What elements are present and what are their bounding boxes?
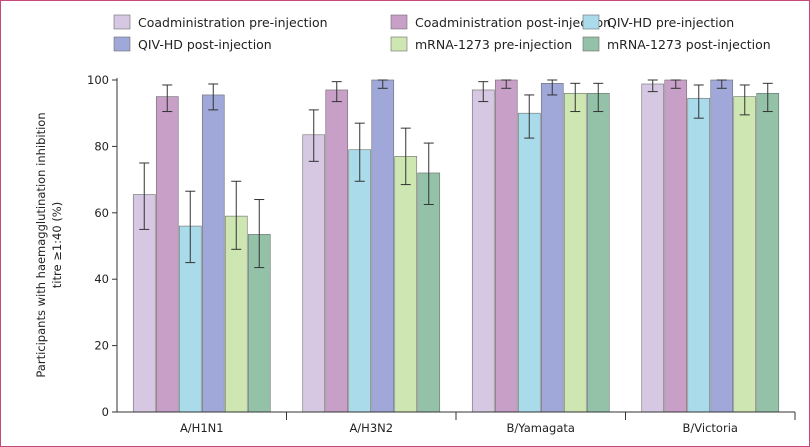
- x-category-label: B/Victoria: [683, 421, 738, 435]
- bar: [201, 94, 225, 413]
- bar: [394, 156, 418, 413]
- bar: [540, 83, 564, 413]
- legend-label: Coadministration post-injection: [415, 15, 611, 30]
- bar: [756, 92, 780, 413]
- legend-label: mRNA-1273 post-injection: [607, 37, 771, 52]
- x-category-label: A/H3N2: [349, 421, 393, 435]
- bar: [471, 89, 495, 413]
- legend: Coadministration pre-injection Coadminist…: [113, 14, 771, 52]
- bar: [371, 79, 395, 413]
- bar: [664, 79, 688, 413]
- bar: [302, 134, 326, 413]
- legend-label: QIV-HD post-injection: [138, 37, 272, 52]
- y-tick-label: 60: [94, 206, 109, 220]
- bars-layer: [132, 79, 780, 413]
- legend-label: QIV-HD pre-injection: [607, 15, 734, 30]
- legend-swatch: [582, 36, 600, 52]
- legend-label: mRNA-1273 pre-injection: [415, 37, 572, 52]
- legend-swatch: [113, 36, 131, 52]
- y-tick-label: 0: [102, 405, 109, 419]
- bar: [687, 97, 711, 413]
- bar: [494, 79, 518, 413]
- legend-swatch: [582, 14, 600, 30]
- y-tick-label: 100: [87, 73, 109, 87]
- bar: [155, 96, 179, 413]
- y-axis-title-line1: Participants with haemagglutination inhi…: [34, 112, 48, 377]
- y-tick-label: 80: [94, 139, 109, 153]
- bar: [710, 79, 734, 413]
- x-category-label: A/H1N1: [180, 421, 224, 435]
- bar: [325, 89, 349, 413]
- bar: [348, 149, 372, 413]
- y-axis-title-line2: titre ≥1:40 (%): [50, 202, 64, 288]
- legend-swatch: [390, 36, 408, 52]
- legend-swatch: [113, 14, 131, 30]
- y-tick-label: 20: [94, 339, 109, 353]
- bar: [517, 112, 541, 413]
- bar: [417, 172, 441, 413]
- bar: [733, 96, 757, 413]
- bar: [641, 83, 665, 413]
- legend-swatch: [390, 14, 408, 30]
- bar: [586, 92, 610, 413]
- bar: [563, 92, 587, 413]
- legend-label: Coadministration pre-injection: [138, 15, 328, 30]
- axes-layer: 0 20 40 60 80 100 A/H1N1 A/H3N2 B/Yamagata B/Vict…: [87, 73, 796, 435]
- y-tick-label: 40: [94, 272, 109, 286]
- x-category-label: B/Yamagata: [507, 421, 575, 435]
